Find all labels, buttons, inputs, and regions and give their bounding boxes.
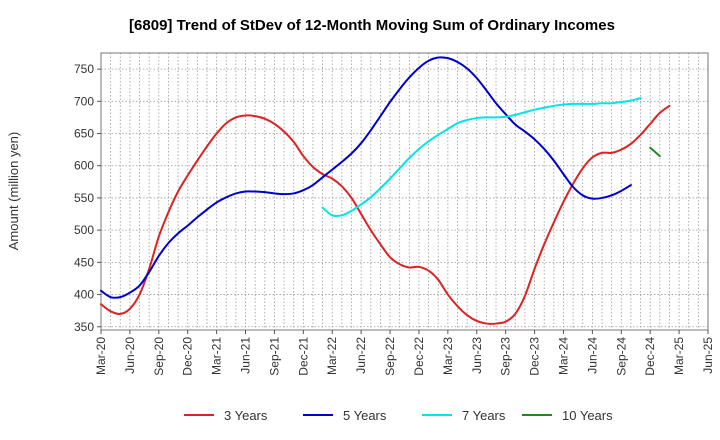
x-tick-label: Sep-20 bbox=[152, 337, 166, 376]
legend-label-10-years: 10 Years bbox=[562, 408, 613, 423]
x-tick-label: Mar-25 bbox=[672, 337, 686, 375]
y-tick-label: 400 bbox=[74, 288, 94, 302]
x-tick-label: Dec-21 bbox=[296, 337, 310, 376]
legend-label-3-years: 3 Years bbox=[224, 408, 268, 423]
x-tick-label: Dec-24 bbox=[643, 337, 657, 376]
series-line-10-years bbox=[649, 146, 661, 158]
x-tick-label: Jun-20 bbox=[123, 337, 137, 374]
x-tick-label: Dec-22 bbox=[412, 337, 426, 376]
x-tick-label: Jun-23 bbox=[470, 337, 484, 374]
x-tick-label: Jun-21 bbox=[239, 337, 253, 374]
y-tick-label: 450 bbox=[74, 255, 94, 269]
x-tick-label: Dec-20 bbox=[181, 337, 195, 376]
chart-title: [6809] Trend of StDev of 12-Month Moving… bbox=[129, 17, 615, 34]
x-tick-label: Dec-23 bbox=[528, 337, 542, 376]
legend-label-7-years: 7 Years bbox=[462, 408, 506, 423]
y-tick-label: 750 bbox=[74, 62, 94, 76]
x-axis-ticks: Mar-20 Jun-20 Sep-20 Dec-20 Mar-21 Jun-21 Sep-… bbox=[94, 330, 715, 376]
series-line-5-years bbox=[100, 56, 632, 299]
y-tick-label: 550 bbox=[74, 191, 94, 205]
x-tick-label: Jun-24 bbox=[585, 337, 599, 374]
grid bbox=[101, 53, 708, 330]
legend: 3 Years 5 Years 7 Years 10 Years bbox=[184, 408, 613, 423]
x-tick-label: Sep-21 bbox=[267, 337, 281, 376]
y-axis-ticks: 350 400 450 500 550 600 650 700 750 bbox=[74, 62, 101, 334]
x-tick-label: Mar-24 bbox=[556, 337, 570, 375]
x-tick-label: Sep-23 bbox=[499, 337, 513, 376]
x-tick-label: Mar-23 bbox=[441, 337, 455, 375]
series-lines bbox=[100, 56, 671, 325]
legend-label-5-years: 5 Years bbox=[343, 408, 387, 423]
x-tick-label: Mar-22 bbox=[325, 337, 339, 375]
y-axis-label: Amount (million yen) bbox=[6, 132, 21, 251]
x-tick-label: Jun-22 bbox=[354, 337, 368, 374]
x-tick-label: Mar-21 bbox=[210, 337, 224, 375]
x-tick-label: Sep-24 bbox=[614, 337, 628, 376]
series-line-7-years bbox=[321, 97, 642, 218]
x-tick-label: Mar-20 bbox=[94, 337, 108, 375]
y-tick-label: 600 bbox=[74, 159, 94, 173]
plot-area-frame bbox=[100, 52, 709, 331]
series-line-3-years bbox=[100, 104, 671, 325]
y-tick-label: 350 bbox=[74, 320, 94, 334]
x-tick-label: Sep-22 bbox=[383, 337, 397, 376]
y-tick-label: 700 bbox=[74, 94, 94, 108]
y-tick-label: 500 bbox=[74, 223, 94, 237]
x-tick-label: Jun-25 bbox=[701, 337, 715, 374]
y-tick-label: 650 bbox=[74, 127, 94, 141]
